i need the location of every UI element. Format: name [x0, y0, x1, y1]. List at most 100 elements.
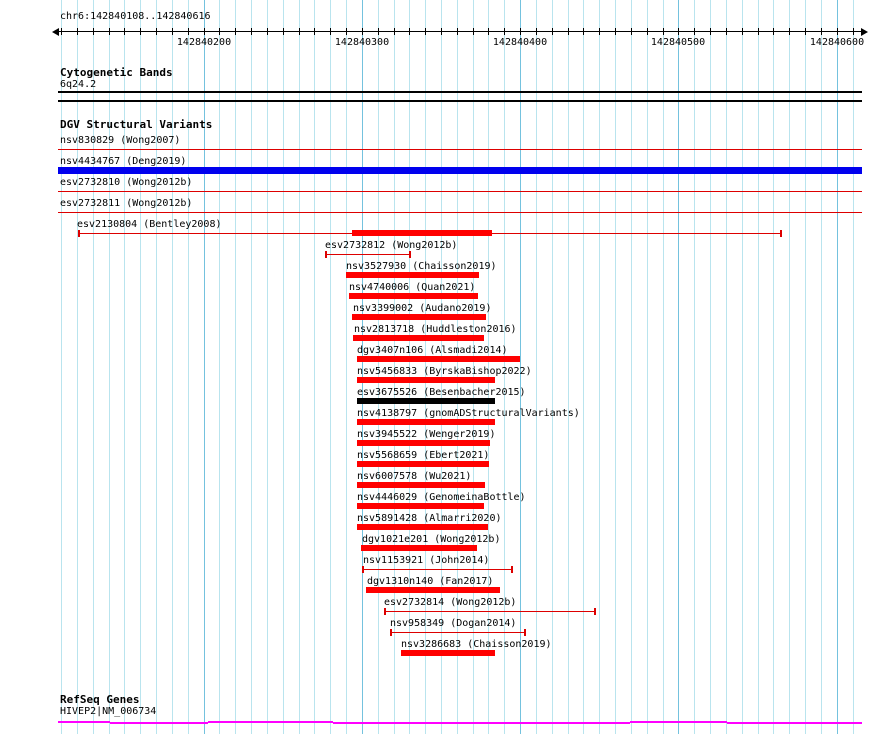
variant-range-line[interactable]	[326, 254, 410, 255]
variant-label: nsv830829 (Wong2007)	[60, 135, 181, 146]
ruler-tick	[235, 28, 236, 35]
variant-label: nsv5568659 (Ebert2021)	[357, 450, 490, 461]
ruler-tick	[124, 28, 125, 35]
ruler-tick	[156, 28, 157, 35]
region-title: chr6:142840108..142840616	[60, 11, 211, 22]
gridline-minor	[77, 0, 78, 734]
variant-range-start-tick[interactable]	[384, 608, 386, 615]
section-header-dgv-structural-variants: DGV Structural Variants	[60, 118, 213, 131]
gridline-major	[520, 0, 521, 734]
ruler-tick	[378, 28, 379, 35]
variant-bar[interactable]	[357, 440, 490, 446]
gridline-minor	[583, 0, 584, 734]
gridline-minor	[821, 0, 822, 734]
variant-bar[interactable]	[357, 461, 489, 467]
variant-bar[interactable]	[357, 398, 495, 404]
variant-bar[interactable]	[58, 167, 862, 174]
gridline-minor	[805, 0, 806, 734]
gridline-minor	[188, 0, 189, 734]
variant-bar[interactable]	[346, 272, 479, 278]
variant-bar[interactable]	[357, 482, 485, 488]
variant-bar[interactable]	[357, 356, 520, 362]
variant-bar[interactable]	[357, 503, 484, 509]
section-header-refseq-genes: RefSeq Genes	[60, 693, 140, 706]
gridline-minor	[283, 0, 284, 734]
refseq-gene-label[interactable]: HIVEP2|NM_006734	[60, 706, 157, 717]
gridline-minor	[789, 0, 790, 734]
gridline-minor	[663, 0, 664, 734]
ruler-tick	[473, 28, 474, 35]
variant-bar[interactable]	[401, 650, 495, 656]
variant-range-line[interactable]	[58, 149, 862, 150]
ruler-tick	[425, 28, 426, 35]
ruler-tick	[742, 28, 743, 35]
cytoband-label[interactable]: 6q24.2	[60, 79, 97, 90]
ruler-tick	[758, 28, 759, 35]
refseq-gene-line-segment[interactable]	[208, 721, 333, 723]
gridline-minor	[109, 0, 110, 734]
refseq-gene-line-segment[interactable]	[630, 721, 727, 723]
ruler-tick	[346, 28, 347, 35]
variant-range-end-tick[interactable]	[594, 608, 596, 615]
ruler-tick	[789, 28, 790, 35]
variant-range-end-tick[interactable]	[780, 230, 782, 237]
variant-label: nsv4446029 (GenomeinaBottle)	[357, 492, 526, 503]
gridline-minor	[536, 0, 537, 734]
variant-range-line[interactable]	[58, 191, 862, 192]
variant-range-line[interactable]	[385, 611, 595, 612]
variant-inner-bar[interactable]	[352, 230, 492, 236]
variant-range-end-tick[interactable]	[409, 251, 411, 258]
variant-label: esv3675526 (Besenbacher2015)	[357, 387, 526, 398]
gridline-minor	[93, 0, 94, 734]
gridline-minor	[61, 0, 62, 734]
variant-bar[interactable]	[352, 314, 486, 320]
ruler-tick	[504, 28, 505, 35]
ruler-tick	[77, 28, 78, 35]
variant-bar[interactable]	[357, 419, 495, 425]
gridline-minor	[425, 0, 426, 734]
variant-range-line[interactable]	[58, 212, 862, 213]
gridline-minor	[631, 0, 632, 734]
gridline-major	[204, 0, 205, 734]
gridline-minor	[647, 0, 648, 734]
variant-label: nsv2813718 (Huddleston2016)	[354, 324, 517, 335]
variant-range-start-tick[interactable]	[390, 629, 392, 636]
ruler-tick	[314, 28, 315, 35]
variant-bar[interactable]	[357, 524, 488, 530]
gridline-minor	[330, 0, 331, 734]
gridline-minor	[314, 0, 315, 734]
ruler-tick	[773, 28, 774, 35]
variant-range-line[interactable]	[363, 569, 512, 570]
ruler-tick	[441, 28, 442, 35]
section-header-cytogenetic-bands: Cytogenetic Bands	[60, 66, 173, 79]
variant-bar[interactable]	[357, 377, 495, 383]
ruler-tick	[457, 28, 458, 35]
variant-label: dgv1310n140 (Fan2017)	[367, 576, 494, 587]
variant-range-end-tick[interactable]	[511, 566, 513, 573]
ruler-tick	[109, 28, 110, 35]
gridline-minor	[457, 0, 458, 734]
refseq-gene-line-segment[interactable]	[727, 722, 862, 724]
variant-range-start-tick[interactable]	[78, 230, 80, 237]
gridline-minor	[504, 0, 505, 734]
variant-bar[interactable]	[361, 545, 477, 551]
variant-bar[interactable]	[366, 587, 500, 593]
gridline-minor	[473, 0, 474, 734]
refseq-gene-line-segment[interactable]	[333, 722, 630, 724]
variant-label: esv2732810 (Wong2012b)	[60, 177, 193, 188]
refseq-gene-line-segment[interactable]	[58, 721, 110, 723]
cytoband-box-top-line	[58, 91, 862, 93]
ruler-tick	[172, 28, 173, 35]
ruler-tick	[267, 28, 268, 35]
variant-label: nsv5456833 (ByrskaBishop2022)	[357, 366, 532, 377]
variant-range-start-tick[interactable]	[362, 566, 364, 573]
variant-bar[interactable]	[349, 293, 478, 299]
variant-range-line[interactable]	[391, 632, 525, 633]
gridline-minor	[140, 0, 141, 734]
refseq-gene-line-segment[interactable]	[110, 722, 208, 724]
variant-range-end-tick[interactable]	[524, 629, 526, 636]
ruler-tick	[552, 28, 553, 35]
variant-range-start-tick[interactable]	[325, 251, 327, 258]
variant-bar[interactable]	[353, 335, 484, 341]
gridline-minor	[615, 0, 616, 734]
